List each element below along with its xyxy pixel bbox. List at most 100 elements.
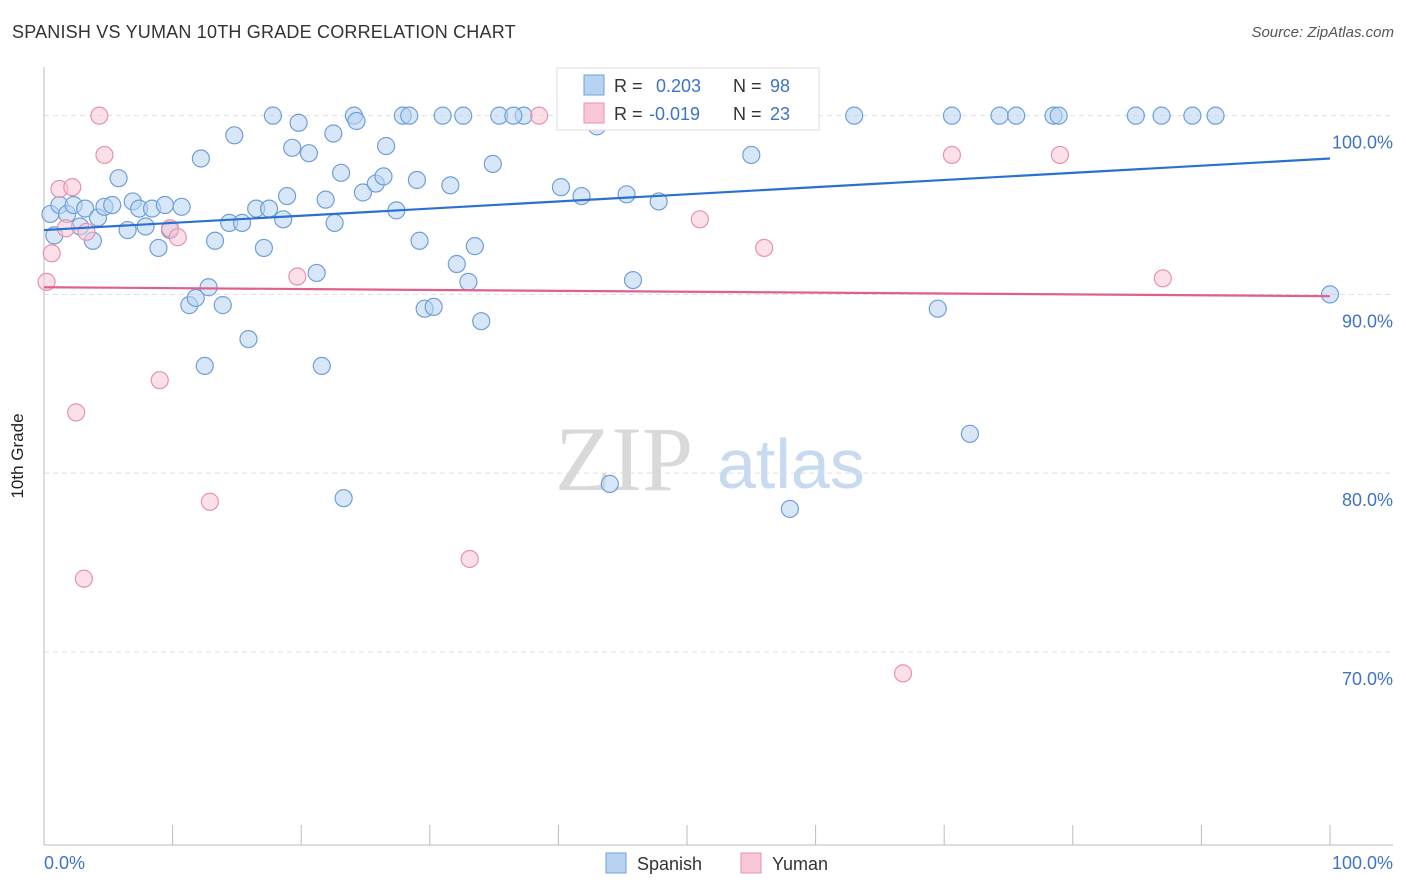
spanish-point [353, 183, 373, 202]
spanish-point [780, 499, 799, 519]
spanish-point [845, 106, 864, 125]
spanish-point [195, 356, 214, 376]
spanish-point [1206, 106, 1225, 125]
x-tick-label: 0.0% [44, 853, 85, 873]
spanish-point [1320, 285, 1340, 304]
spanish-point [225, 126, 244, 145]
spanish-point [263, 106, 283, 125]
tick-labels: 100.0% 90.0% 80.0% 70.0% 0.0% 100.0% [44, 133, 1393, 873]
spanish-swatch [583, 74, 605, 96]
spanish-point [277, 186, 297, 206]
yuman-point [95, 145, 114, 165]
spanish-point [1049, 106, 1068, 125]
spanish-point [316, 190, 335, 209]
yuman-point [530, 106, 549, 125]
yuman-point [63, 178, 82, 197]
y-tick-label: 80.0% [1342, 490, 1393, 510]
spanish-point [551, 178, 571, 197]
spanish-r-value: 0.203 [656, 76, 701, 96]
yuman-point [37, 272, 56, 291]
spanish-r-label: R = [614, 76, 643, 96]
spanish-point [454, 106, 473, 125]
yuman-point [42, 244, 61, 263]
spanish-n-value: 98 [770, 76, 790, 96]
spanish-point [472, 312, 491, 331]
yuman-point [200, 492, 219, 511]
legend-spanish-swatch [605, 852, 627, 874]
spanish-point [325, 213, 344, 232]
yuman-point [1050, 145, 1070, 165]
spanish-point [199, 278, 218, 297]
spanish-point [109, 169, 128, 188]
axes [43, 67, 1393, 846]
spanish-point [324, 124, 343, 143]
spanish-point [410, 231, 429, 250]
spanish-point [376, 136, 396, 156]
data-points [37, 106, 1340, 683]
spanish-point [239, 329, 258, 349]
spanish-point [205, 231, 225, 250]
yuman-point [460, 549, 479, 569]
stats-legend: R = 0.203 N = 98 R = -0.019 N = 23 [556, 67, 820, 131]
spanish-point [312, 356, 331, 376]
spanish-point [433, 106, 452, 125]
spanish-point [136, 217, 155, 236]
spanish-point [928, 299, 947, 318]
spanish-point [459, 272, 478, 291]
source-label: Source: ZipAtlas.com [1251, 24, 1394, 41]
spanish-point [447, 254, 466, 274]
spanish-point [347, 111, 366, 131]
spanish-point [990, 106, 1009, 125]
spanish-point [155, 195, 174, 215]
series-legend: Spanish Yuman [605, 852, 828, 874]
spanish-point [1126, 106, 1145, 125]
spanish-point [407, 170, 427, 190]
spanish-point [254, 238, 274, 258]
yuman-point [893, 664, 913, 683]
spanish-point [483, 154, 502, 173]
spanish-point [259, 199, 279, 218]
spanish-point [617, 185, 636, 204]
spanish-point [283, 138, 302, 157]
spanish-n-label: N = [733, 76, 762, 96]
yuman-point [74, 569, 93, 588]
spanish-point [623, 270, 643, 290]
watermark: ZIP atlas [555, 408, 865, 510]
spanish-point [149, 238, 168, 258]
y-tick-label: 70.0% [1342, 669, 1393, 689]
yuman-point [1153, 269, 1172, 288]
yuman-point [150, 371, 169, 390]
spanish-point [299, 144, 319, 163]
spanish-point [1152, 106, 1171, 125]
spanish-point [213, 296, 232, 315]
spanish-point [334, 489, 353, 508]
spanish-point [1007, 106, 1026, 125]
spanish-point [374, 167, 393, 186]
spanish-point [504, 106, 523, 125]
yuman-n-label: N = [733, 104, 762, 124]
spanish-point [441, 176, 460, 195]
y-tick-label: 90.0% [1342, 311, 1393, 331]
trend-lines [43, 157, 1331, 298]
spanish-point [191, 149, 210, 168]
yuman-point [288, 267, 307, 286]
yuman-n-value: 23 [770, 104, 790, 124]
yuman-point [77, 222, 96, 241]
spanish-point [742, 145, 761, 165]
spanish-point [400, 106, 419, 125]
spanish-point [186, 288, 205, 308]
yuman-point [690, 210, 709, 229]
yuman-swatch [583, 102, 605, 124]
yuman-point [942, 145, 962, 165]
spanish-point [76, 199, 95, 218]
spanish-point [307, 263, 326, 283]
spanish-point [232, 213, 252, 232]
x-tick-label: 100.0% [1332, 853, 1393, 873]
spanish-point [331, 163, 351, 182]
y-tick-label: 100.0% [1332, 133, 1393, 153]
spanish-trend-line [43, 157, 1331, 232]
gridlines [44, 115, 1390, 653]
yuman-point [67, 403, 86, 422]
legend-yuman-label: Yuman [772, 854, 828, 874]
